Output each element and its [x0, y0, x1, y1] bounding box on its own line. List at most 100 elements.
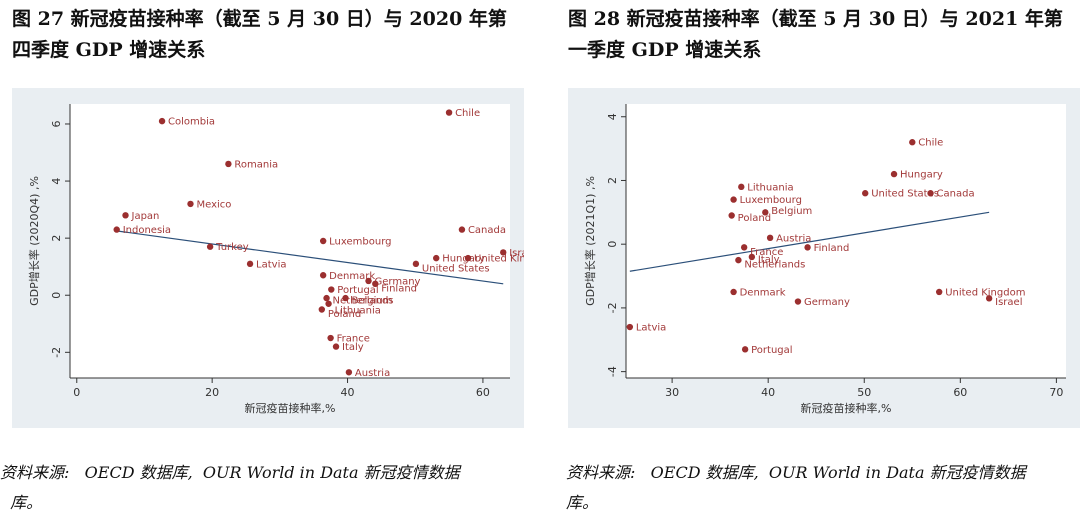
data-point: [158, 117, 166, 125]
data-point: [464, 254, 472, 262]
data-point: [325, 300, 332, 307]
figure-title: 图 27 新冠疫苗接种率（截至 5 月 30 日）与 2020 年第 四季度 GD…: [12, 4, 552, 66]
data-point: [730, 288, 737, 296]
y-axis-title: GDP增长率 (2020Q4) ,%: [27, 176, 41, 306]
x-tick-label: 60: [476, 386, 490, 399]
chart-container: 0 20 40 60 -2 0 2 4 6 新冠疫苗接种率,% GDP增长率 (2020Q4) ,%…: [12, 88, 554, 428]
fit-line: [629, 211, 990, 272]
figure-28: 图 28 新冠疫苗接种率（截至 5 月 30 日）与 2021 年第 一季度 GD…: [566, 0, 1080, 516]
data-point: [626, 323, 634, 331]
figure-title: 图 28 新冠疫苗接种率（截至 5 月 30 日）与 2021 年第 一季度 GD…: [568, 4, 1080, 66]
point-label: Portugal: [337, 285, 378, 296]
source-line1: 资料来源: OECD 数据库, OUR World in Data 新冠疫情数据: [0, 463, 460, 482]
data-point: [730, 196, 737, 203]
point-label: Lithuania: [335, 305, 381, 316]
figure-27: 图 27 新冠疫苗接种率（截至 5 月 30 日）与 2020 年第 四季度 GD…: [0, 0, 554, 516]
point-label: Turkey: [215, 242, 249, 253]
chart-container: 30 40 50 60 70 -4 -2 0 2 4 新冠疫苗接种率,% GDP增长率 (2021Q1…: [568, 88, 1080, 428]
figure-title-line2: 四季度 GDP 增速关系: [12, 39, 206, 61]
point-label: Denmark: [740, 287, 786, 298]
y-tick-label: 4: [50, 178, 63, 185]
data-point: [804, 244, 811, 251]
data-point: [909, 139, 916, 146]
figure-title-line1: 图 28 新冠疫苗接种率（截至 5 月 30 日）与 2021 年第: [568, 8, 1063, 30]
x-tick-label: 40: [761, 386, 775, 399]
y-tick-label: 2: [606, 177, 619, 184]
data-point: [365, 277, 372, 285]
source-line1: 资料来源: OECD 数据库, OUR World in Data 新冠疫情数据: [566, 463, 1026, 482]
point-label: Latvia: [256, 259, 286, 270]
data-point: [741, 346, 749, 353]
point-label: Poland: [738, 213, 771, 224]
data-point: [122, 212, 129, 219]
point-label: Israel: [509, 248, 524, 259]
data-point: [927, 190, 934, 197]
x-tick-label: 20: [205, 386, 219, 399]
data-point: [890, 170, 898, 178]
data-point: [319, 237, 327, 245]
y-tick-label: 6: [50, 120, 63, 127]
source-line2: 库。: [566, 493, 599, 512]
data-point: [206, 243, 214, 250]
point-label: Germany: [804, 297, 850, 308]
y-tick-label: 2: [50, 235, 63, 242]
point-label: Denmark: [329, 271, 375, 282]
point-label: Netherlands: [744, 260, 805, 271]
data-point: [319, 272, 327, 279]
data-point: [935, 288, 943, 296]
point-label: France: [337, 334, 370, 345]
plot-area: [70, 104, 510, 378]
point-label: Luxembourg: [740, 195, 802, 206]
point-label: Colombia: [168, 117, 215, 128]
plot-area: [626, 104, 1066, 378]
data-point: [740, 244, 748, 251]
point-label: Mexico: [196, 199, 231, 210]
data-point: [342, 294, 349, 302]
data-point: [766, 234, 774, 242]
scatter-chart-2021q1: 30 40 50 60 70 -4 -2 0 2 4 新冠疫苗接种率,% GDP增长率 (2021Q1…: [568, 88, 1080, 428]
y-tick-label: 0: [606, 241, 619, 248]
point-label: Canada: [937, 189, 975, 200]
data-point: [323, 294, 330, 302]
data-point: [862, 190, 869, 197]
data-point: [246, 260, 254, 268]
point-label: Latvia: [636, 323, 666, 334]
fit-line: [117, 230, 504, 285]
point-label: Italy: [342, 342, 364, 353]
figure-title-line2: 一季度 GDP 增速关系: [568, 39, 762, 61]
source-line2: 库。: [0, 493, 43, 512]
data-point: [728, 212, 735, 219]
point-label: Finland: [381, 283, 417, 294]
data-point: [500, 249, 507, 256]
point-label: Chile: [918, 138, 943, 149]
data-point: [332, 343, 340, 350]
data-point: [762, 209, 769, 216]
point-label: Lithuania: [747, 182, 793, 193]
point-label: Luxembourg: [329, 237, 391, 248]
point-label: Austria: [776, 233, 811, 244]
data-point: [318, 306, 326, 313]
data-point: [113, 226, 120, 233]
point-label: Belgium: [352, 296, 393, 307]
data-point: [985, 295, 993, 302]
data-point: [748, 253, 756, 261]
data-point: [328, 286, 335, 293]
y-tick-label: 0: [50, 292, 63, 299]
point-label: Austria: [355, 368, 390, 379]
point-label: Poland: [328, 309, 361, 320]
data-point: [412, 260, 420, 268]
scatter-chart-2020q4: 0 20 40 60 -2 0 2 4 6 新冠疫苗接种率,% GDP增长率 (2020Q4) ,%…: [12, 88, 554, 428]
data-point: [458, 226, 466, 233]
x-tick-label: 30: [665, 386, 679, 399]
y-tick-label: -2: [50, 347, 63, 358]
x-tick-label: 0: [73, 386, 80, 399]
point-label: Belgium: [771, 206, 812, 217]
point-label: Romania: [234, 159, 278, 170]
data-point: [445, 109, 453, 116]
x-tick-label: 70: [1049, 386, 1063, 399]
point-label: Italy: [758, 254, 780, 265]
data-point: [225, 160, 232, 168]
y-tick-label: 4: [606, 113, 619, 120]
data-point: [187, 200, 194, 208]
point-label: Chile: [455, 108, 480, 119]
